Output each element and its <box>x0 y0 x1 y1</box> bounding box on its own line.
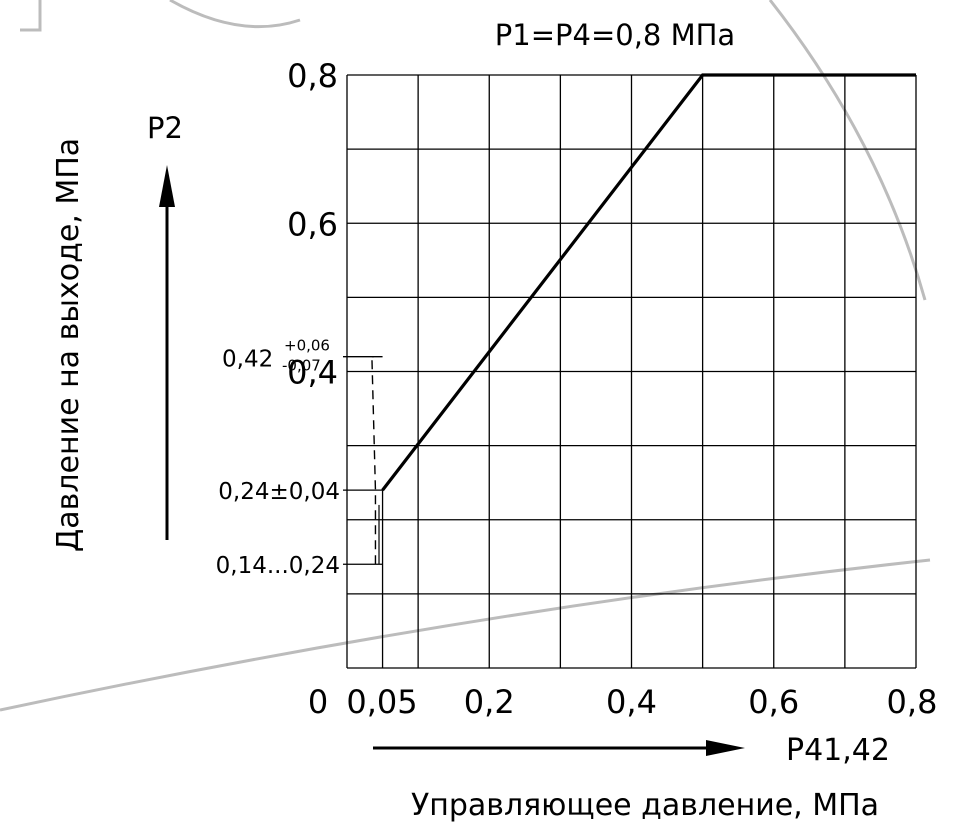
y-tick-label-1: 0,6 <box>287 205 338 243</box>
grid <box>346 74 917 669</box>
x-axis-label: Управляющее давление, МПа <box>411 788 879 823</box>
annotation-labels: 0,42 +0,06 -0,07 0,24±0,04 0,14...0,24 <box>216 337 340 580</box>
annotation-label-0: 0,42 <box>222 347 273 373</box>
x-axis-arrow <box>373 740 745 756</box>
background-arc-top <box>169 0 301 29</box>
y-tick-label-2: 0,4 <box>287 354 338 392</box>
x-tick-label-3: 0,4 <box>606 683 657 721</box>
series-line-0 <box>381 73 916 492</box>
tolerance-dashed-line <box>371 356 377 565</box>
y-axis-label: Давление на выходе, МПа <box>51 138 86 552</box>
y-axis-arrow <box>159 165 175 540</box>
background-arc-right <box>768 0 927 301</box>
background-arc-large <box>0 558 931 712</box>
annotation-sup-0: +0,06 <box>284 337 330 355</box>
annotation-label-2: 0,14...0,24 <box>216 553 340 579</box>
x-tick-label-5: 0,8 <box>887 683 938 721</box>
chart-title: P1=P4=0,8 МПа <box>495 18 735 52</box>
y-tick-label-0: 0,8 <box>287 57 338 95</box>
x-axis-name: P41,42 <box>786 733 890 768</box>
x-tick-label-2: 0,2 <box>464 683 515 721</box>
y-axis-name: P2 <box>147 111 183 145</box>
background-tick-left <box>20 0 42 32</box>
x-tick-labels: 0 0,05 0,2 0,4 0,6 0,8 <box>308 683 938 721</box>
x-tick-label-0: 0 <box>308 683 328 721</box>
series-group <box>381 73 916 492</box>
annotation-sub-0: -0,07 <box>282 357 321 375</box>
x-tick-label-4: 0,6 <box>748 683 799 721</box>
tolerance-band <box>371 356 380 565</box>
annotation-label-1: 0,24±0,04 <box>218 479 340 505</box>
annotation-leaders <box>343 356 383 565</box>
background-decoration <box>0 0 931 712</box>
x-tick-label-1: 0,05 <box>346 683 417 721</box>
y-tick-labels: 0,8 0,6 0,4 <box>287 57 338 392</box>
